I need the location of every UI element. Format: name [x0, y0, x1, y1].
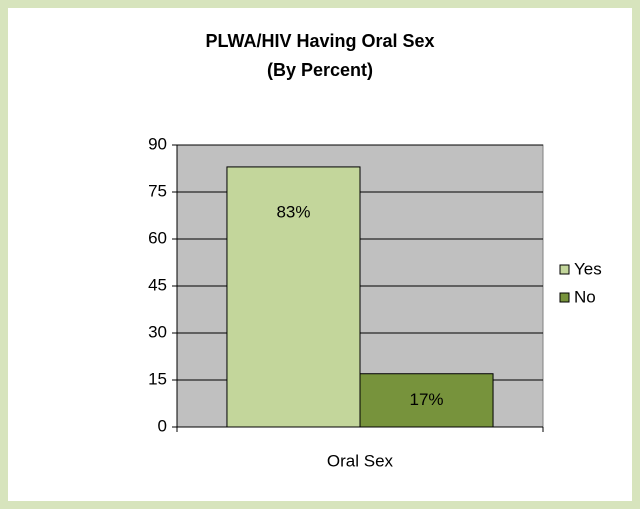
bar: [226, 166, 361, 428]
y-tick-label: 75: [148, 181, 167, 200]
bar: [359, 373, 494, 428]
chart-title: PLWA/HIV Having Oral Sex: [205, 31, 434, 51]
y-tick-label: 90: [148, 134, 167, 153]
legend-label: Yes: [574, 259, 602, 278]
chart-subtitle: (By Percent): [267, 60, 373, 80]
data-label: 17%: [410, 390, 444, 409]
legend-label: No: [574, 287, 596, 306]
y-tick-label: 30: [148, 322, 167, 341]
legend-swatch: [559, 264, 570, 275]
data-label: 83%: [276, 202, 310, 221]
legend-swatch: [559, 292, 570, 303]
y-tick-label: 45: [148, 275, 167, 294]
y-tick-label: 0: [158, 416, 167, 435]
y-tick-label: 15: [148, 369, 167, 388]
y-tick-label: 60: [148, 228, 167, 247]
x-tick-label: Oral Sex: [327, 451, 394, 470]
